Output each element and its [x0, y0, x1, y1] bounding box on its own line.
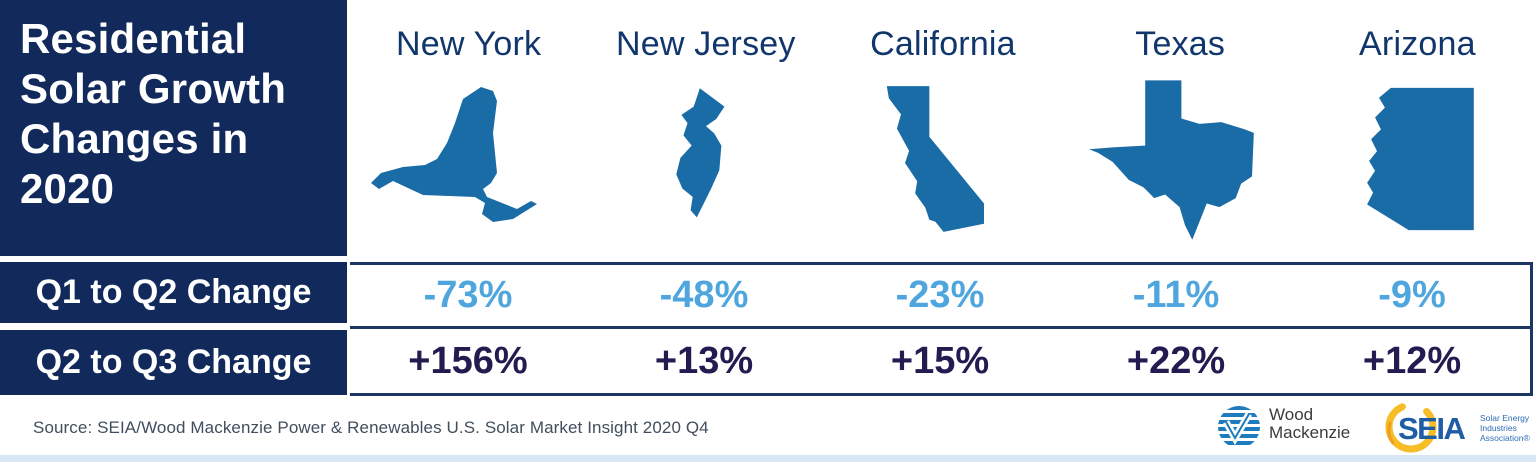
state-shapes-row	[350, 70, 1536, 252]
seia-acronym: SEIA	[1398, 411, 1466, 446]
arizona-map-icon	[1367, 87, 1474, 231]
state-name-texas: Texas	[1135, 24, 1226, 63]
values-table: -73% -48% -23% -11% -9% +156% +13% +15% …	[350, 262, 1533, 396]
page-title: Residential Solar Growth Changes in 2020	[20, 15, 287, 212]
seia-logo: SEIA Solar Energy Industries Association…	[1383, 399, 1533, 457]
q1q2-value-arizona: -9%	[1378, 274, 1446, 316]
q1q2-value-new-york: -73%	[423, 274, 513, 316]
row-label-q1-to-q2: Q1 to Q2 Change	[0, 262, 347, 323]
q2-to-q3-values-row: +156% +13% +15% +22% +12%	[350, 329, 1530, 393]
seia-sun-swirl-icon	[1385, 401, 1437, 453]
q1q2-value-new-jersey: -48%	[659, 274, 749, 316]
q2q3-value-arizona: +12%	[1362, 339, 1462, 382]
state-names-row: New York New Jersey California Texas Ari…	[350, 18, 1536, 70]
shape-cell-texas	[1062, 70, 1299, 252]
shape-cell-new-york	[350, 70, 587, 252]
q2q3-value-california: +15%	[890, 339, 990, 382]
q1q2-value-california: -23%	[895, 274, 985, 316]
seia-full-name: Solar Energy Industries Association®	[1480, 413, 1530, 443]
q1-to-q2-values-row: -73% -48% -23% -11% -9%	[350, 265, 1530, 329]
source-attribution: Source: SEIA/Wood Mackenzie Power & Rene…	[33, 418, 709, 437]
california-map-icon	[887, 86, 985, 232]
shape-cell-arizona	[1299, 70, 1536, 252]
shape-cell-new-jersey	[587, 70, 824, 252]
wood-mackenzie-line2: Mackenzie	[1269, 423, 1351, 442]
state-name-california: California	[870, 24, 1016, 63]
q2q3-value-texas: +22%	[1126, 339, 1226, 382]
shape-cell-california	[824, 70, 1061, 252]
state-name-new-york: New York	[395, 24, 542, 63]
new-jersey-map-icon	[676, 88, 725, 218]
row-label-q2-to-q3: Q2 to Q3 Change	[0, 330, 347, 395]
title-block: Residential Solar Growth Changes in 2020	[0, 0, 347, 256]
texas-map-icon	[1088, 80, 1254, 240]
state-name-new-jersey: New Jersey	[615, 24, 796, 63]
q1q2-value-texas: -11%	[1132, 274, 1220, 316]
state-name-arizona: Arizona	[1359, 24, 1476, 63]
q2q3-value-new-york: +156%	[408, 339, 528, 382]
wood-mackenzie-logo: Wood Mackenzie POWER & RENEWABLES	[1216, 404, 1388, 462]
wood-mackenzie-line1: Wood	[1269, 405, 1314, 424]
wood-mackenzie-wordmark: Wood Mackenzie	[1269, 404, 1350, 442]
seia-name-line3: Association®	[1480, 433, 1530, 443]
q2q3-value-new-jersey: +13%	[654, 339, 754, 382]
wood-mackenzie-globe-icon	[1218, 406, 1260, 448]
seia-name-line2: Industries	[1480, 423, 1517, 433]
new-york-map-icon	[370, 87, 537, 222]
seia-name-line1: Solar Energy	[1480, 413, 1530, 423]
bottom-accent-strip	[0, 455, 1536, 462]
